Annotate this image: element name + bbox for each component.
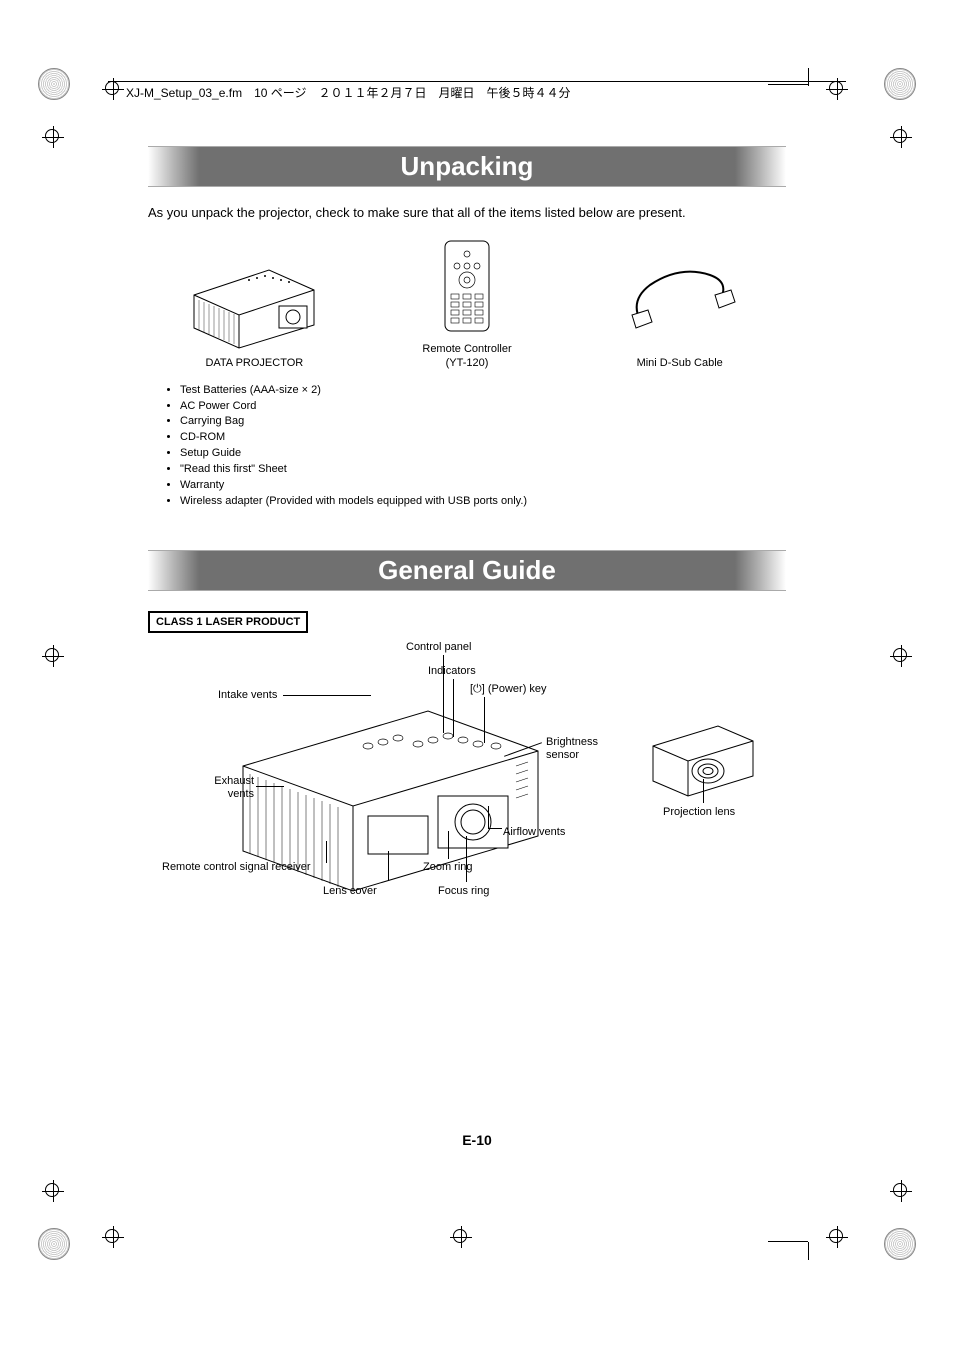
cable-illustration [573, 250, 786, 350]
leader-line [453, 679, 454, 737]
section-banner-unpacking: Unpacking [148, 146, 786, 187]
remote-illustration [361, 236, 574, 336]
caption-line: (YT-120) [446, 357, 489, 369]
leader-line [488, 806, 489, 828]
crop-line [808, 1242, 809, 1260]
label-focus-ring: Focus ring [438, 885, 489, 898]
label-intake-vents: Intake vents [218, 689, 277, 702]
item-projector: DATA PROJECTOR [148, 250, 361, 370]
crop-ornament-tr [884, 68, 916, 100]
crop-target-tr [890, 126, 912, 148]
crop-ornament-tl [38, 68, 70, 100]
bullet-item: Wireless adapter (Provided with models e… [180, 494, 786, 510]
crop-ornament-br [884, 1228, 916, 1260]
label-projection-lens: Projection lens [663, 806, 735, 819]
unpacking-items-row: DATA PROJECTOR [148, 236, 786, 371]
page-number: E-10 [0, 1132, 954, 1148]
leader-line [466, 836, 467, 882]
section-title: Unpacking [401, 151, 534, 182]
item-caption: Remote Controller (YT-120) [361, 342, 574, 371]
crop-line [808, 68, 809, 86]
page-header-rule [108, 81, 846, 82]
label-line: Brightness [546, 736, 598, 748]
page-header-text: XJ-M_Setup_03_e.fm 10 ページ ２０１１年２月７日 月曜日 … [126, 84, 575, 101]
label-lens-cover: Lens cover [323, 885, 377, 898]
projector-illustration [148, 250, 361, 350]
crop-register-bl [102, 1226, 124, 1248]
leader-line [326, 841, 327, 863]
bullet-item: Test Batteries (AAA-size × 2) [180, 383, 786, 399]
item-caption: Mini D-Sub Cable [573, 356, 786, 370]
crop-target-bl [42, 1180, 64, 1202]
caption-line: Remote Controller [422, 343, 511, 355]
crop-target-bc [450, 1226, 472, 1248]
label-line: vents [228, 788, 254, 800]
bullet-item: AC Power Cord [180, 399, 786, 415]
crop-target-ml [42, 645, 64, 667]
crop-target-br [890, 1180, 912, 1202]
bullet-item: Warranty [180, 478, 786, 494]
label-indicators: Indicators [428, 665, 476, 678]
item-remote: Remote Controller (YT-120) [361, 236, 574, 371]
crop-target-tl [42, 126, 64, 148]
label-airflow-vents: Airflow vents [503, 826, 565, 839]
leader-line [388, 851, 389, 881]
leader-line [256, 786, 284, 787]
label-control-panel: Control panel [406, 641, 471, 654]
leader-line [448, 831, 449, 859]
label-remote-receiver: Remote control signal receiver [162, 861, 311, 874]
crop-ornament-bl [38, 1228, 70, 1260]
leader-line [488, 828, 502, 829]
label-line: sensor [546, 749, 579, 761]
general-guide-diagram: Control panel Indicators [⏻] (Power) key… [148, 641, 786, 941]
crop-line [768, 84, 808, 85]
projector-diagram-illustration [228, 696, 558, 916]
bullet-item: "Read this first" Sheet [180, 462, 786, 478]
crop-line [768, 1241, 808, 1242]
section-title: General Guide [378, 555, 556, 586]
leader-line [703, 779, 704, 803]
item-cable: Mini D-Sub Cable [573, 250, 786, 370]
label-exhaust-vents: Exhaust vents [206, 775, 254, 801]
crop-target-mr [890, 645, 912, 667]
crop-register-br [826, 1226, 848, 1248]
leader-line [484, 697, 485, 743]
leader-line [283, 695, 371, 696]
bullet-item: CD-ROM [180, 430, 786, 446]
bullet-item: Carrying Bag [180, 414, 786, 430]
section-banner-general-guide: General Guide [148, 550, 786, 591]
laser-product-label: CLASS 1 LASER PRODUCT [148, 611, 308, 633]
label-power-key: [⏻] (Power) key [470, 683, 547, 696]
unpacking-intro: As you unpack the projector, check to ma… [148, 205, 786, 220]
label-brightness-sensor: Brightness sensor [546, 736, 598, 762]
unpacking-bullets: Test Batteries (AAA-size × 2) AC Power C… [148, 383, 786, 511]
bullet-item: Setup Guide [180, 446, 786, 462]
label-line: Exhaust [214, 775, 254, 787]
item-caption: DATA PROJECTOR [148, 356, 361, 370]
